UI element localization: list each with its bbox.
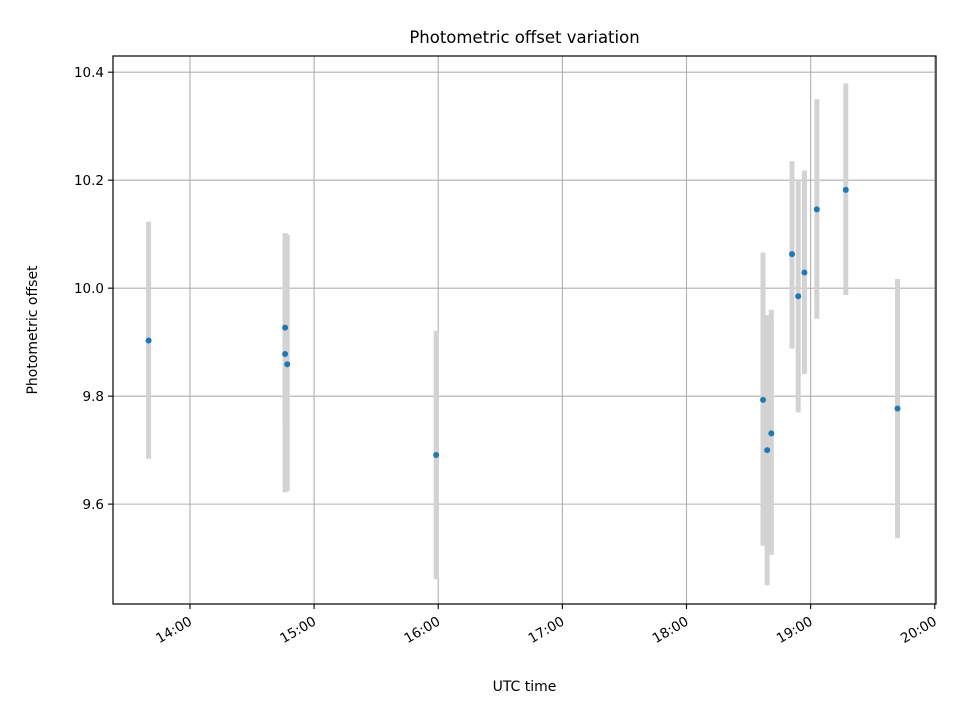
chart-title: Photometric offset variation xyxy=(409,28,639,47)
data-point xyxy=(789,251,796,258)
data-point xyxy=(760,396,767,403)
x-tick-label: 18:00 xyxy=(650,614,692,647)
grid xyxy=(113,56,936,604)
data-point xyxy=(768,430,775,437)
data-point xyxy=(764,447,771,454)
data-point xyxy=(282,351,289,358)
y-axis-title: Photometric offset xyxy=(25,265,41,395)
data-point xyxy=(282,324,289,331)
y-tick-label: 10.0 xyxy=(74,281,104,297)
x-tick-label: 16:00 xyxy=(402,614,444,647)
plot-area-frame xyxy=(112,55,937,605)
x-tick-label: 17:00 xyxy=(526,614,568,647)
x-tick-label: 15:00 xyxy=(277,614,319,647)
x-axis-ticks: 14:00 15:00 16:00 17:00 18:00 19:00 20:00 xyxy=(153,604,940,647)
y-axis-ticks: 9.6 9.8 10.0 10.2 10.4 xyxy=(74,65,113,513)
data-point xyxy=(894,405,901,412)
data-point xyxy=(284,361,291,368)
x-axis-title: UTC time xyxy=(493,679,557,695)
y-tick-label: 10.2 xyxy=(74,173,104,189)
data-point xyxy=(813,206,820,213)
x-tick-label: 14:00 xyxy=(153,614,195,647)
data-point xyxy=(842,186,849,193)
y-tick-label: 9.6 xyxy=(83,497,104,513)
y-tick-label: 9.8 xyxy=(83,389,104,405)
data-point xyxy=(801,269,808,276)
y-tick-label: 10.4 xyxy=(74,65,104,81)
data-point xyxy=(433,451,440,458)
x-tick-label: 19:00 xyxy=(774,614,816,647)
error-bars xyxy=(146,83,901,586)
data-point xyxy=(145,337,152,344)
data-point xyxy=(795,293,802,300)
data-points xyxy=(145,186,901,458)
x-tick-label: 20:00 xyxy=(898,614,940,647)
